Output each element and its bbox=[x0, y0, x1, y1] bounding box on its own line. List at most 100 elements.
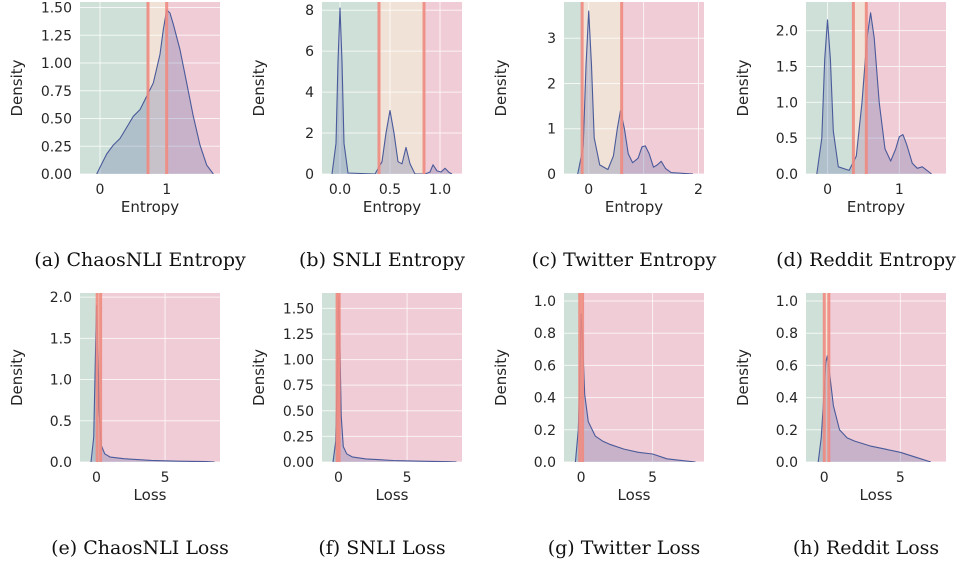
subplot-caption: (c) Twitter Entropy bbox=[532, 249, 717, 271]
subplot-b: 0 2 4 6 8 0.0 0.5 1.0 Entropy Density (b) SNLI Ent… bbox=[250, 2, 465, 271]
y-axis-label: Density bbox=[734, 349, 752, 406]
x-axis-label: Loss bbox=[860, 486, 893, 504]
density-area bbox=[96, 9, 214, 174]
region-high bbox=[424, 2, 462, 174]
y-tick-label: 1.5 bbox=[776, 60, 798, 76]
region-low bbox=[564, 293, 580, 462]
subplot-caption: (f) SNLI Loss bbox=[318, 537, 445, 559]
y-tick-label: 0.50 bbox=[41, 112, 72, 128]
y-axis-label: Density bbox=[8, 349, 26, 406]
density-curve bbox=[331, 7, 453, 174]
y-tick-label: 1.0 bbox=[534, 294, 556, 310]
y-tick-label: 6 bbox=[305, 44, 314, 60]
y-tick-label: 1 bbox=[547, 122, 556, 138]
region-low bbox=[322, 2, 379, 174]
y-tick-label: 0.6 bbox=[534, 358, 556, 374]
x-tick-label: 0 bbox=[334, 470, 343, 486]
y-tick-label: 0.25 bbox=[41, 139, 72, 155]
x-tick-label: 1.0 bbox=[429, 182, 451, 198]
x-tick-label: 1 bbox=[639, 182, 648, 198]
density-area bbox=[816, 12, 932, 174]
x-axis-label: Loss bbox=[618, 486, 651, 504]
y-tick-label: 2 bbox=[547, 76, 556, 92]
y-tick-label: 0.00 bbox=[41, 167, 72, 183]
x-axis-label: Entropy bbox=[363, 198, 421, 216]
region-high bbox=[100, 293, 220, 462]
x-tick-label: 2 bbox=[694, 182, 703, 198]
y-tick-label: 2.0 bbox=[50, 290, 72, 306]
y-tick-label: 1.0 bbox=[776, 95, 798, 111]
x-tick-label: 5 bbox=[648, 470, 657, 486]
region-high bbox=[828, 293, 946, 462]
y-tick-label: 8 bbox=[305, 3, 314, 19]
region-mid bbox=[853, 2, 867, 174]
y-tick-label: 0.75 bbox=[283, 378, 314, 394]
x-axis-label: Entropy bbox=[847, 198, 905, 216]
density-area bbox=[332, 8, 452, 174]
x-tick-label: 0.5 bbox=[379, 182, 401, 198]
x-tick-label: 0 bbox=[577, 470, 586, 486]
region-high bbox=[339, 293, 462, 462]
region-mid bbox=[148, 2, 167, 174]
y-tick-label: 0.00 bbox=[283, 455, 314, 471]
y-tick-label: 0 bbox=[305, 167, 314, 183]
region-low bbox=[80, 2, 148, 174]
y-tick-label: 1.00 bbox=[41, 56, 72, 72]
density-curve bbox=[96, 9, 214, 174]
subplot-caption: (e) ChaosNLI Loss bbox=[51, 537, 229, 559]
region-low bbox=[80, 293, 98, 462]
y-tick-label: 0.2 bbox=[534, 423, 556, 439]
y-tick-label: 1.5 bbox=[50, 331, 72, 347]
subplot-caption: (h) Reddit Loss bbox=[793, 537, 939, 559]
region-high bbox=[582, 293, 704, 462]
y-tick-label: 1.00 bbox=[283, 353, 314, 369]
y-tick-label: 2.0 bbox=[776, 24, 798, 40]
x-tick-label: 0 bbox=[96, 182, 105, 198]
y-axis-label: Density bbox=[8, 59, 26, 116]
subplot-caption: (b) SNLI Entropy bbox=[299, 249, 465, 271]
density-area bbox=[575, 313, 696, 462]
y-axis-label: Density bbox=[492, 349, 510, 406]
x-tick-label: 0 bbox=[584, 182, 593, 198]
x-tick-label: 5 bbox=[161, 470, 170, 486]
y-tick-label: 0.6 bbox=[776, 358, 798, 374]
y-axis-label: Density bbox=[250, 59, 268, 116]
x-tick-label: 0 bbox=[820, 470, 829, 486]
y-tick-label: 1.50 bbox=[41, 1, 72, 17]
y-tick-label: 1.0 bbox=[50, 373, 72, 389]
x-tick-label: 0.0 bbox=[329, 182, 351, 198]
y-tick-label: 4 bbox=[305, 85, 314, 101]
y-tick-label: 0.5 bbox=[776, 131, 798, 147]
y-axis-label: Density bbox=[250, 349, 268, 406]
y-tick-label: 0.0 bbox=[50, 455, 72, 471]
x-tick-label: 1 bbox=[162, 182, 171, 198]
x-tick-label: 1 bbox=[895, 182, 904, 198]
y-tick-label: 0.0 bbox=[534, 455, 556, 471]
y-tick-label: 0.2 bbox=[776, 423, 798, 439]
y-axis-label: Density bbox=[492, 59, 510, 116]
y-tick-label: 0.75 bbox=[41, 84, 72, 100]
y-tick-label: 1.25 bbox=[283, 327, 314, 343]
x-tick-label: 0 bbox=[823, 182, 832, 198]
y-tick-label: 0.0 bbox=[776, 455, 798, 471]
region-low bbox=[806, 293, 825, 462]
region-mid bbox=[379, 2, 424, 174]
density-curve bbox=[90, 304, 215, 462]
x-tick-label: 5 bbox=[403, 470, 412, 486]
y-tick-label: 0.4 bbox=[776, 391, 798, 407]
x-tick-label: 5 bbox=[896, 470, 905, 486]
x-axis-label: Loss bbox=[376, 486, 409, 504]
y-tick-label: 1.0 bbox=[776, 294, 798, 310]
y-tick-label: 0.5 bbox=[50, 414, 72, 430]
y-tick-label: 0 bbox=[547, 167, 556, 183]
y-tick-label: 0.4 bbox=[534, 391, 556, 407]
y-tick-label: 3 bbox=[547, 31, 556, 47]
y-tick-label: 0.25 bbox=[283, 429, 314, 445]
region-high bbox=[621, 2, 704, 174]
subplot-caption: (d) Reddit Entropy bbox=[776, 249, 956, 271]
subplot-caption: (g) Twitter Loss bbox=[548, 537, 701, 559]
